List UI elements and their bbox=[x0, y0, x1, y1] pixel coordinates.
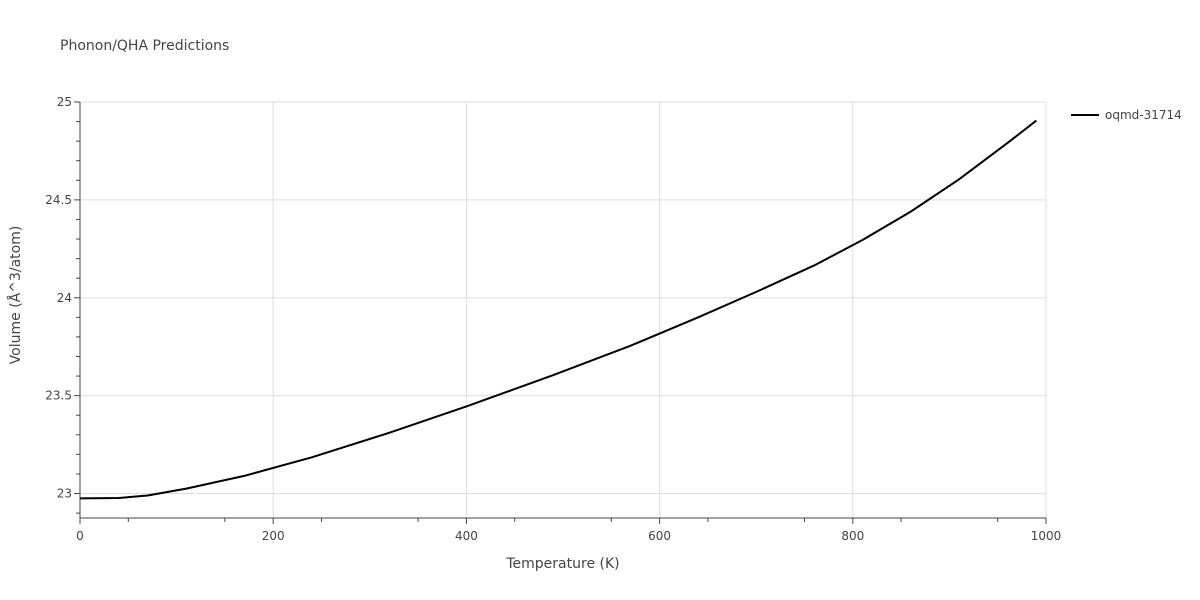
x-tick-label: 600 bbox=[648, 529, 671, 543]
y-tick-label: 24.5 bbox=[45, 193, 72, 207]
y-tick-label: 24 bbox=[57, 291, 72, 305]
x-tick-label: 800 bbox=[841, 529, 864, 543]
y-tick-label: 25 bbox=[57, 95, 72, 109]
tick-labels: 0 200 400 600 800 1000 23 23.5 24 24.5 25 bbox=[45, 95, 1061, 543]
chart-title: Phonon/QHA Predictions bbox=[60, 38, 229, 54]
axes bbox=[74, 101, 1047, 524]
x-tick-label: 1000 bbox=[1031, 529, 1062, 543]
legend-label: oqmd-31714 bbox=[1105, 108, 1182, 122]
grid-lines bbox=[80, 101, 1047, 518]
y-axis-title: Volume (Å^3/atom) bbox=[7, 226, 24, 365]
x-axis-title: Temperature (K) bbox=[505, 556, 619, 572]
y-tick-label: 23 bbox=[57, 487, 72, 501]
x-tick-label: 400 bbox=[455, 529, 478, 543]
legend: oqmd-31714 bbox=[1071, 108, 1182, 122]
series-line bbox=[79, 119, 1037, 500]
x-tick-label: 200 bbox=[262, 529, 285, 543]
y-tick-label: 23.5 bbox=[45, 389, 72, 403]
series-layer bbox=[79, 119, 1037, 500]
x-tick-label: 0 bbox=[76, 529, 84, 543]
